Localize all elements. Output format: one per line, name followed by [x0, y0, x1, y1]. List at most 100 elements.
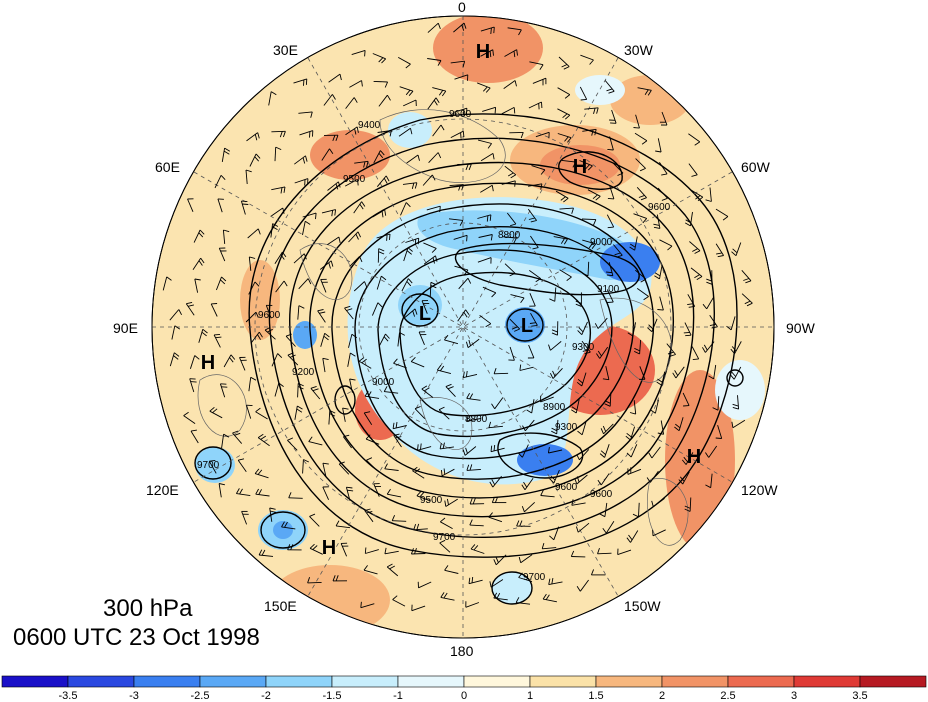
high-pressure-label: H: [476, 41, 490, 63]
wind-barb-flag: [307, 577, 311, 584]
wind-barb-flag: [493, 592, 498, 599]
wind-barb-flag: [254, 156, 260, 162]
wind-barb-shaft: [377, 130, 392, 133]
wind-barb-flag: [572, 161, 577, 168]
coastlines: [197, 109, 689, 546]
wind-barb-flag: [417, 444, 419, 451]
wind-barb-flag: [439, 443, 442, 449]
wind-barb-flag: [309, 543, 315, 549]
wind-barb-flag: [462, 449, 466, 456]
wind-barb-flag: [513, 107, 516, 114]
wind-barb-shaft: [294, 155, 306, 165]
wind-barb-flag: [223, 150, 230, 155]
wind-barb-shaft: [528, 183, 542, 187]
wind-barb-shaft: [609, 136, 614, 151]
wind-barb-flag: [607, 197, 614, 200]
wind-barb-flag: [466, 415, 469, 422]
lon-label-90w: 90W: [786, 320, 815, 336]
wind-barb-shaft: [635, 269, 647, 280]
wind-barb-flag: [303, 253, 307, 260]
wind-barb-shaft: [309, 547, 323, 555]
wind-barb-shaft: [364, 510, 374, 523]
wind-barb-shaft: [365, 438, 380, 445]
wind-barb-flag: [711, 326, 718, 329]
wind-barb-flag: [597, 350, 602, 357]
wind-barb-flag: [465, 309, 470, 315]
wind-barb-shaft: [689, 211, 693, 226]
wind-barb-flag: [236, 488, 240, 494]
wind-barb-shaft: [189, 355, 196, 369]
colorbar-swatch: [463, 675, 531, 688]
colorbar-swatch: [661, 675, 729, 688]
wind-barb-flag: [535, 278, 541, 283]
colorbar-tick-label: 1: [527, 690, 533, 702]
wind-barb-flag: [364, 50, 366, 57]
wind-barb-flag: [531, 324, 538, 327]
wind-barb-shaft: [557, 87, 571, 95]
wind-barb-flag: [288, 492, 292, 498]
wind-barb-flag: [183, 411, 189, 416]
wind-barb-flag: [529, 322, 536, 324]
wind-barb-flag: [446, 498, 449, 505]
contour-label: 9600: [258, 310, 281, 321]
wind-barb-flag: [667, 351, 674, 355]
wind-barb-flag: [444, 500, 447, 507]
wind-barb-flag: [604, 403, 611, 407]
wind-barb-flag: [364, 281, 368, 288]
wind-barb-shaft: [281, 526, 296, 530]
wind-barb-shaft: [344, 179, 358, 187]
wind-barb-shaft: [518, 577, 533, 583]
wind-barb-shaft: [477, 82, 491, 89]
colorbar-swatch: [727, 675, 795, 688]
wind-barb-flag: [576, 381, 583, 387]
wind-barb-flag: [174, 352, 180, 357]
wind-barb-flag: [257, 334, 261, 340]
wind-barb-flag: [488, 512, 493, 518]
wind-barb-flag: [223, 433, 230, 438]
wind-barb-shaft: [393, 435, 402, 448]
wind-barb-flag: [468, 164, 472, 171]
wind-barb-flag: [344, 305, 351, 309]
colorbar-tick-label: 2.5: [720, 690, 735, 702]
wind-barb-flag: [364, 411, 371, 414]
wind-barb-shaft: [490, 447, 505, 453]
wind-barb-flag: [249, 256, 256, 259]
wind-barb-flag: [412, 466, 418, 472]
wind-barb-flag: [435, 255, 438, 262]
wind-barb-flag: [587, 165, 593, 171]
wind-barb-flag: [608, 90, 615, 94]
wind-barb-flag: [435, 97, 440, 104]
wind-barb-shaft: [354, 160, 369, 164]
wind-barb-flag: [514, 180, 516, 187]
wind-barb-flag: [411, 182, 415, 190]
wind-barb-flag: [729, 374, 735, 380]
graticule: [152, 16, 774, 638]
wind-barb-flag: [417, 154, 420, 161]
wind-barb-shaft: [219, 383, 226, 398]
wind-barb-flag: [198, 260, 203, 266]
wind-barb-shaft: [561, 159, 576, 163]
wind-barb-shaft: [600, 473, 610, 486]
wind-barb-shaft: [448, 218, 463, 221]
wind-barb-flag: [232, 430, 239, 434]
wind-barb-shaft: [659, 239, 673, 247]
wind-barb-flag: [414, 182, 418, 189]
wind-barb-shaft: [221, 148, 226, 162]
wind-barb-shaft: [457, 309, 466, 322]
wind-barb-shaft: [440, 446, 454, 450]
wind-barb-shaft: [530, 312, 538, 326]
contour-label: 9600: [648, 202, 671, 213]
wind-barb-shaft: [437, 369, 452, 375]
wind-barb-flag: [460, 132, 462, 139]
wind-barb-shaft: [223, 354, 232, 368]
wind-barb-shaft: [365, 395, 380, 399]
wind-barb-flag: [595, 195, 601, 201]
wind-barb-shaft: [579, 160, 593, 167]
pressure-level-title: 300 hPa: [103, 595, 193, 622]
wind-barb-shaft: [445, 498, 458, 507]
wind-barb-shaft: [706, 296, 715, 310]
wind-barb-flag: [471, 576, 474, 583]
wind-barb-shaft: [678, 417, 684, 431]
wind-barb-flag: [267, 328, 273, 333]
